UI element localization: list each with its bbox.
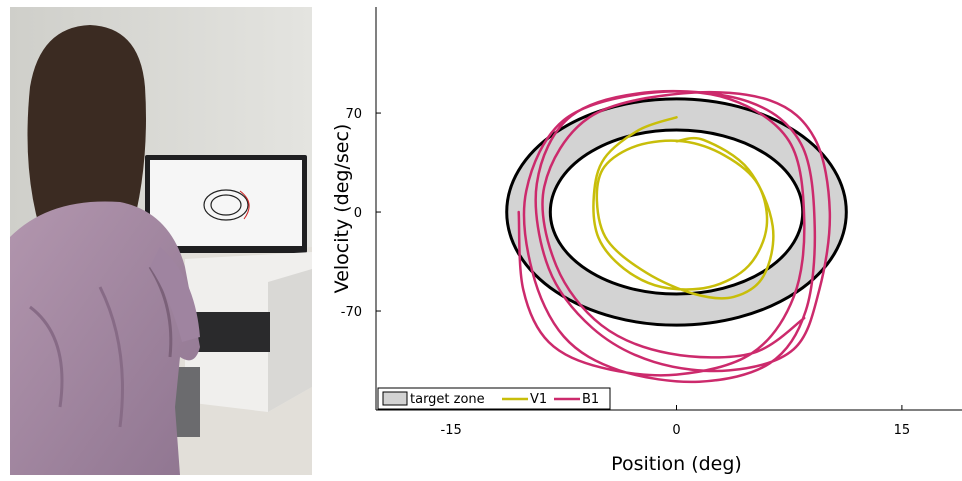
hair	[27, 25, 146, 257]
photo-panel	[10, 7, 312, 475]
y-axis-label: Velocity (deg/sec)	[331, 124, 353, 294]
x-tick-label: -15	[441, 423, 462, 438]
series-line-v1	[592, 116, 775, 300]
legend-label-b1: B1	[582, 392, 599, 407]
person-at-computer-photo	[10, 7, 312, 475]
y-tick-label: 0	[354, 206, 362, 221]
x-axis-label: Position (deg)	[611, 453, 742, 475]
y-tick-label: 70	[345, 107, 362, 122]
series-line-b1	[517, 89, 832, 384]
x-tick-label: 15	[894, 423, 911, 438]
legend-box	[377, 387, 611, 410]
y-tick-label: -70	[341, 305, 362, 320]
target-zone-inner	[548, 128, 805, 296]
x-tick-label: 0	[672, 423, 680, 438]
chart-panel: -15 0 15 70 0 -70 Position (deg) Velocity (deg/…	[316, 0, 962, 477]
phase-plot: -15 0 15 70 0 -70 Position (deg) Velocity (deg/…	[331, 7, 962, 475]
legend-swatch-target-zone	[382, 391, 408, 406]
legend-label-target-zone: target zone	[410, 392, 485, 407]
legend-label-v1: V1	[530, 392, 547, 407]
